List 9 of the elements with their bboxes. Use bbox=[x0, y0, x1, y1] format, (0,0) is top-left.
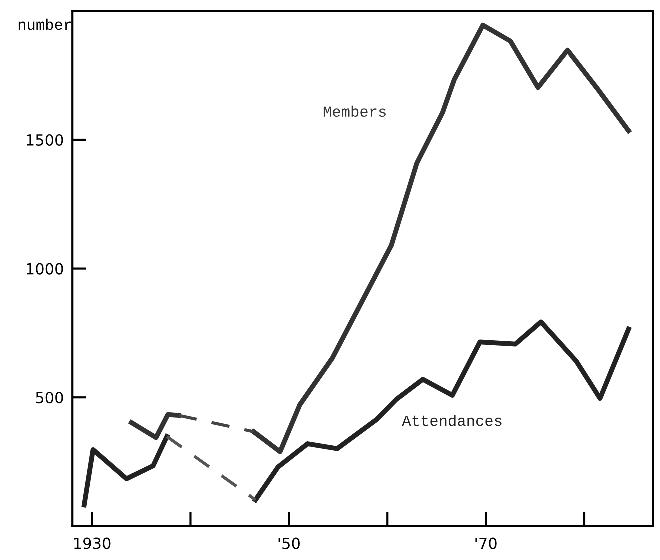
text: Members bbox=[324, 106, 386, 118]
x-tick-label: '50 bbox=[278, 538, 300, 550]
y-tick-label: 500 bbox=[36, 392, 64, 404]
y-axis-title: number bbox=[18, 18, 72, 30]
x-tick-label: '70 bbox=[476, 538, 497, 550]
x-tick-label: 1930 bbox=[74, 538, 111, 550]
y-tick-label: 1500 bbox=[27, 134, 64, 146]
y-tick-label: 1000 bbox=[27, 263, 64, 275]
series-label: Attendances bbox=[402, 414, 502, 426]
